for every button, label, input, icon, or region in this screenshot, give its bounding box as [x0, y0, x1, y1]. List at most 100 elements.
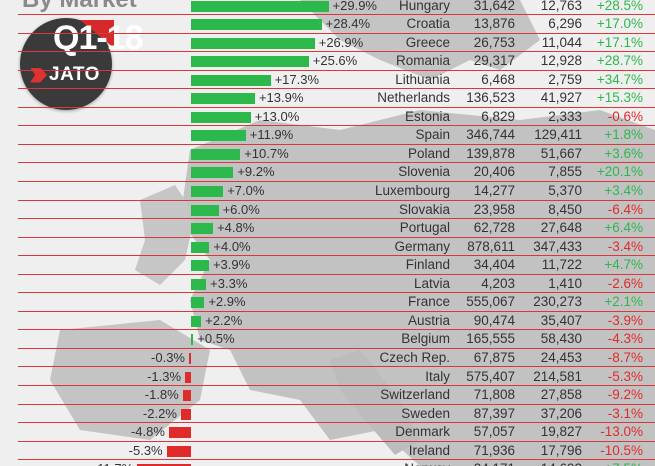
market-total-volume: 87,397	[473, 405, 515, 421]
market-name: Estonia	[404, 108, 450, 124]
segment-volume: 11,722	[541, 257, 582, 273]
row-divider	[18, 329, 655, 331]
bar-value-label: -1.3%	[147, 368, 182, 384]
market-name: Germany	[394, 238, 450, 254]
segment-volume: 347,433	[533, 238, 582, 254]
market-row: -11.7% Norway 34,171 14,692 +7.5%	[0, 460, 655, 466]
bar-value-label: -11.7%	[93, 461, 133, 466]
bar-value-label: +28.4%	[325, 16, 371, 32]
growth-bar-positive	[191, 334, 194, 346]
growth-bar-positive	[191, 74, 271, 86]
segment-change: -3.9%	[607, 312, 643, 328]
segment-change: +1.8%	[604, 127, 643, 143]
market-total-volume: 34,404	[473, 257, 515, 273]
segment-change: -8.7%	[607, 349, 643, 365]
market-name: Sweden	[401, 405, 450, 421]
segment-change: +4.7%	[604, 257, 643, 273]
market-total-volume: 136,523	[466, 90, 515, 106]
growth-bar-positive	[191, 0, 329, 12]
market-total-volume: 34,171	[474, 461, 515, 466]
growth-bar-negative	[168, 427, 191, 439]
market-name: Slovakia	[398, 201, 450, 217]
growth-bar-positive	[191, 186, 224, 197]
segment-volume: 1,410	[548, 275, 582, 291]
growth-bar-negative	[137, 464, 191, 466]
market-name: Denmark	[395, 424, 450, 440]
bar-value-label: -4.8%	[130, 424, 165, 440]
segment-volume: 230,273	[533, 294, 582, 310]
segment-change: +3.6%	[604, 145, 643, 161]
bar-value-label: +4.8%	[217, 220, 255, 236]
market-row: +13.0% Estonia 6,829 2,333 -0.6%	[0, 108, 655, 127]
bar-value-label: +13.0%	[254, 108, 300, 124]
segment-volume: 19,827	[540, 424, 582, 440]
segment-change: -10.5%	[600, 442, 643, 458]
market-total-volume: 71,936	[473, 442, 515, 458]
brand-logo: JATO	[30, 64, 100, 86]
growth-bar-positive	[191, 241, 210, 253]
row-divider	[18, 32, 655, 34]
market-name: Hungary	[398, 0, 450, 13]
scandinavia-landmass	[300, 0, 540, 80]
market-name: Croatia	[406, 16, 450, 32]
market-name: Romania	[395, 53, 450, 69]
chart-title: By Market	[22, 0, 137, 14]
bar-value-label: +3.9%	[212, 257, 251, 273]
market-row: +7.0% Luxembourg 14,277 5,370 +3.4%	[0, 182, 655, 201]
growth-bar-negative	[189, 352, 191, 364]
market-row: +29.9% Hungary 31,642 12,763 +28.5%	[0, 0, 655, 16]
market-row: +13.9% Netherlands 136,523 41,927 +15.3%	[0, 89, 655, 108]
market-row: -4.8% Denmark 57,057 19,827 -13.0%	[0, 423, 655, 442]
segment-change: -0.6%	[607, 108, 643, 124]
row-divider	[18, 310, 655, 312]
row-divider	[18, 385, 655, 387]
row-divider	[18, 218, 655, 220]
growth-bar-positive	[191, 93, 255, 105]
segment-change: +15.3%	[596, 90, 643, 106]
segment-volume: 37,206	[540, 405, 582, 421]
market-total-volume: 62,728	[473, 220, 515, 236]
market-name: Norway	[404, 461, 450, 466]
growth-bar-positive	[191, 56, 309, 68]
period-label: Q1-18	[53, 19, 143, 57]
market-row: +26.9% Greece 26,753 11,044 +17.1%	[0, 34, 655, 53]
bar-value-label: +13.9%	[258, 90, 304, 106]
growth-bar-positive	[191, 19, 322, 31]
market-total-volume: 6,468	[481, 71, 515, 87]
bar-value-label: +2.9%	[208, 294, 246, 310]
row-divider	[18, 459, 655, 461]
market-row: -5.3% Ireland 71,936 17,796 -10.5%	[0, 442, 655, 461]
row-divider	[18, 106, 655, 108]
market-row: +6.0% Slovakia 23,958 8,450 -6.4%	[0, 201, 655, 220]
market-name: Belgium	[401, 331, 450, 347]
segment-volume: 2,333	[548, 108, 582, 124]
bar-value-label: +17.3%	[274, 71, 320, 87]
british-isles-landmass	[135, 185, 195, 285]
market-total-volume: 14,277	[473, 183, 515, 198]
bar-value-label: +3.3%	[210, 275, 248, 291]
segment-change: +34.7%	[596, 71, 643, 87]
growth-bar-negative	[182, 390, 191, 402]
market-row: +25.6% Romania 29,317 12,928 +28.7%	[0, 52, 655, 71]
market-total-volume: 20,406	[473, 164, 515, 180]
bar-value-label: +11.9%	[249, 127, 294, 143]
market-row: +4.8% Portugal 62,728 27,648 +6.4%	[0, 219, 655, 238]
bar-value-label: +29.9%	[332, 0, 377, 13]
market-row: +0.5% Belgium 165,555 58,430 -4.3%	[0, 330, 655, 349]
iberia-landmass	[50, 320, 210, 440]
row-divider	[18, 143, 655, 145]
row-divider	[18, 125, 655, 127]
market-name: Slovenia	[398, 164, 450, 180]
segment-change: -3.1%	[607, 405, 643, 421]
bar-value-label: -2.2%	[142, 405, 177, 421]
market-name: Netherlands	[377, 90, 450, 106]
market-row: +17.3% Lithuania 6,468 2,759 +34.7%	[0, 71, 655, 90]
segment-volume: 17,796	[540, 442, 582, 458]
growth-bar-positive	[191, 315, 202, 327]
segment-volume: 5,370	[548, 183, 582, 198]
arrow-logo-icon	[30, 67, 47, 83]
bar-value-label: -0.3%	[151, 349, 185, 365]
bar-value-label: +4.0%	[213, 238, 251, 254]
